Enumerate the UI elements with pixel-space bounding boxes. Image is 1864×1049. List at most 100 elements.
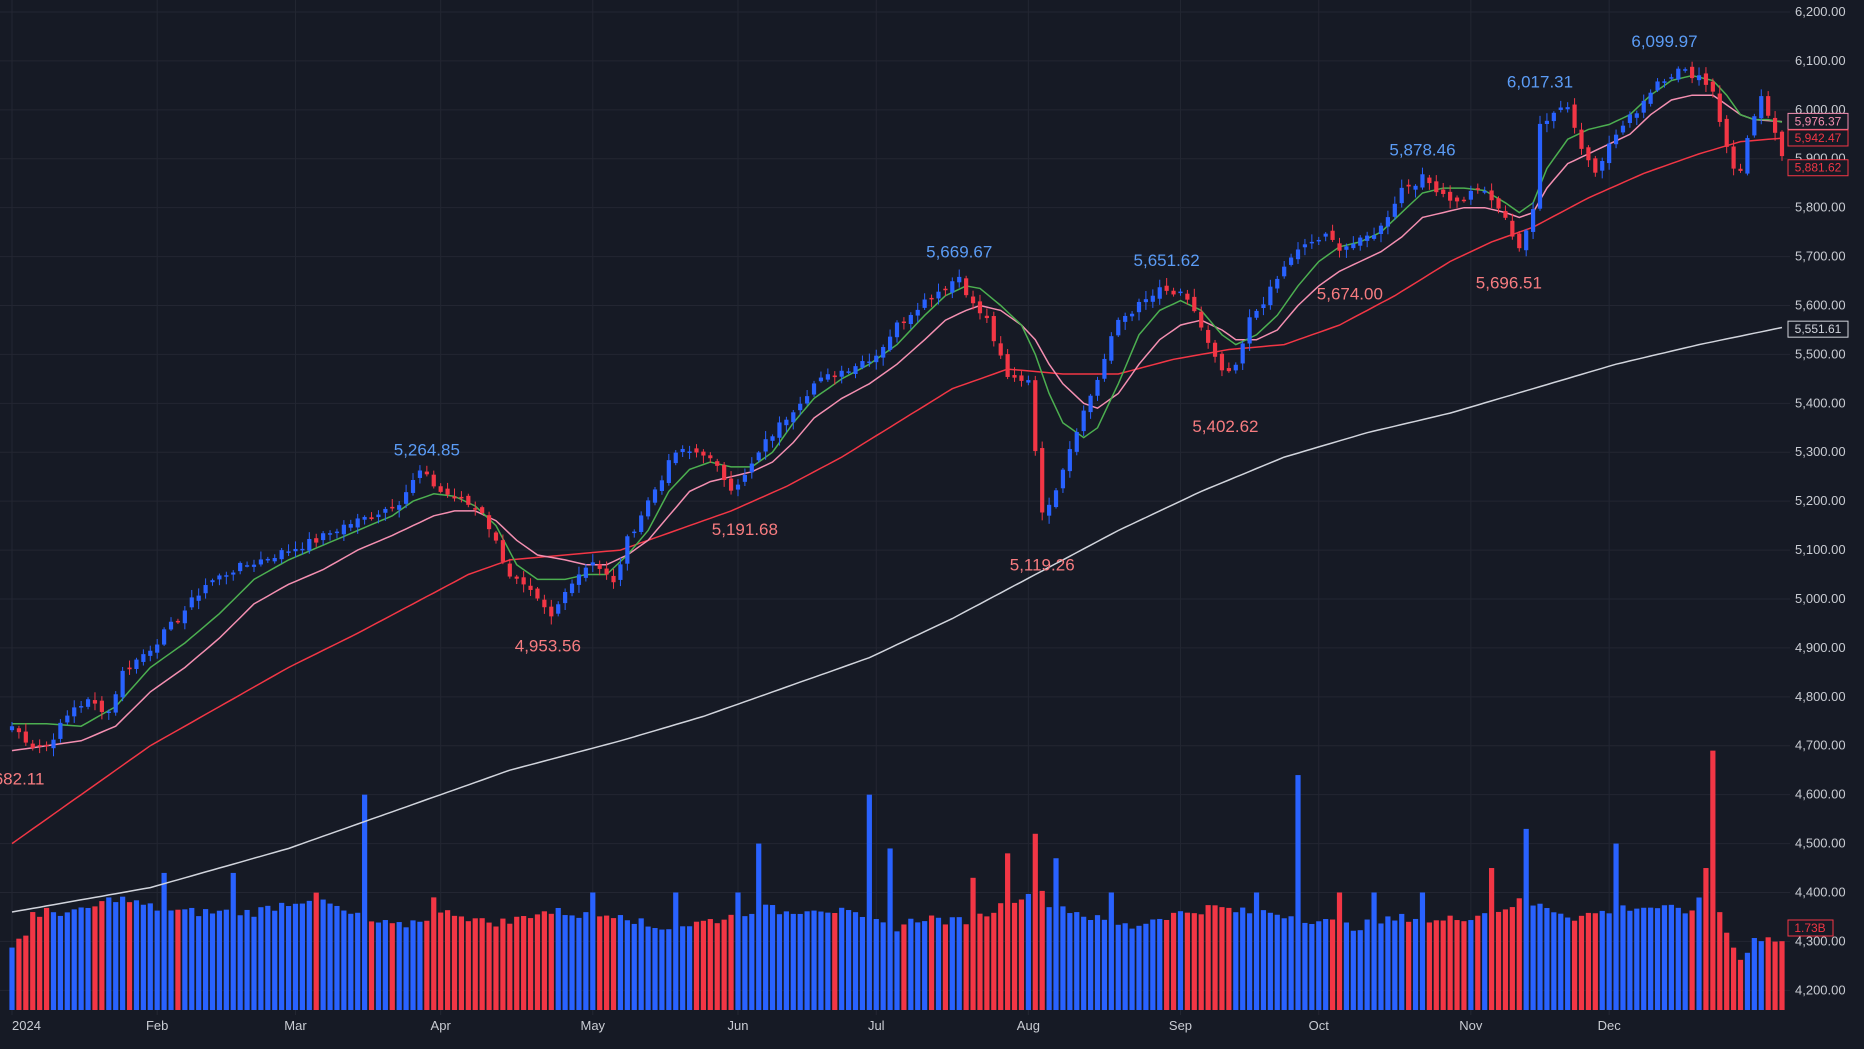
candle-body [998,343,1003,356]
candle-body [1724,118,1729,147]
candle-body [1496,198,1501,209]
volume-bar [610,918,617,1010]
volume-bar [1620,905,1626,1010]
candle-body [1530,209,1536,232]
candle-body [915,309,920,316]
candle-body [334,531,340,534]
high-low-labels: 4,682.11 5,264.85 4,953.56 5,191.68 5,669.67… [0,32,1698,789]
volume-bar [624,920,630,1010]
candle [1337,237,1342,258]
candle [1095,376,1100,401]
volume-bar [686,926,693,1010]
candle-body [625,536,630,564]
candle-body [950,281,955,293]
volume-bar [908,918,914,1010]
candle-body [1468,190,1473,200]
candle [1593,155,1598,177]
candle-body [162,629,167,645]
sma-long-line [11,326,1783,913]
candle [37,739,42,754]
volume-bar [493,926,499,1010]
candle-body [244,565,250,567]
volume-bar [880,922,886,1010]
candle [867,353,872,367]
volume-bar [673,892,679,1010]
candle [1641,94,1646,119]
candle-body [251,564,257,567]
candle [1482,186,1487,195]
candle-body [1482,191,1487,193]
price-tag-box [1787,112,1849,130]
volume-bar [1267,912,1273,1010]
volume-bar [1378,923,1384,1010]
candle [1116,317,1121,337]
candle-body [44,744,49,747]
volume-bar [1495,911,1502,1010]
volume-bar [389,923,395,1010]
candle-body [514,576,519,579]
candle [1503,205,1508,220]
volume-bar [1426,922,1432,1010]
candle-body [1053,490,1059,508]
candle-body [1261,304,1266,309]
candle [279,547,284,564]
candle [1434,175,1439,197]
candle-body [535,588,540,599]
volume-bar [1613,843,1619,1010]
volume-bar [866,794,872,1010]
volume-bar [1005,853,1011,1010]
price-axis[interactable]: 4,200.00 4,300.00 4,400.00 4,500.00 4,600.00… [1795,4,1846,997]
volume-bar [804,911,810,1010]
volume-bar [707,919,713,1010]
candle [72,700,77,723]
candle [65,710,70,725]
volume-bar [534,914,541,1010]
candle [998,336,1003,359]
volume-bar [348,913,354,1010]
volume-bar [832,912,838,1010]
volume-bar [126,902,133,1010]
candle [1330,224,1335,242]
candle-body [141,654,146,662]
candle [1530,202,1536,239]
candle [839,365,844,384]
volume-bar [57,915,63,1010]
volume-bar [1737,959,1744,1010]
candle [445,482,450,498]
volume-bar [92,906,98,1010]
candle-body [728,478,734,491]
candle-body [556,604,561,614]
volume-bar [1060,906,1066,1010]
volume-bar [1046,907,1052,1010]
volume-bar [1253,892,1260,1010]
volume-tag-label: 1.73B [1794,921,1825,935]
candle-body [1766,96,1771,116]
candle-body [1074,431,1079,452]
time-axis[interactable]: 2024 Feb Mar Apr May Jun Jul Aug Sep Oct Nov Dec [0,1015,1864,1049]
candle [666,453,671,486]
volume-bar [1184,912,1190,1010]
candle-body [1683,69,1688,71]
candle-body [798,403,803,411]
candle-body [673,452,678,464]
candle-body [666,460,671,484]
candle-body [1275,278,1280,289]
candle-body [1385,217,1390,227]
candle [1441,183,1446,198]
candle [355,513,360,534]
candle-body [424,471,429,475]
candle-body [818,377,824,382]
volume-bar [735,892,741,1010]
candle-body [486,515,492,530]
candle-body [1503,210,1508,218]
candle [1620,120,1626,135]
price-tick-label: 5,200.00 [1795,493,1846,508]
volume-bar [631,923,637,1010]
candle-body [1413,185,1418,190]
candle-body [404,492,409,504]
volume-bar [237,915,243,1010]
candle-body [1365,235,1370,241]
volume-bar [431,897,437,1010]
